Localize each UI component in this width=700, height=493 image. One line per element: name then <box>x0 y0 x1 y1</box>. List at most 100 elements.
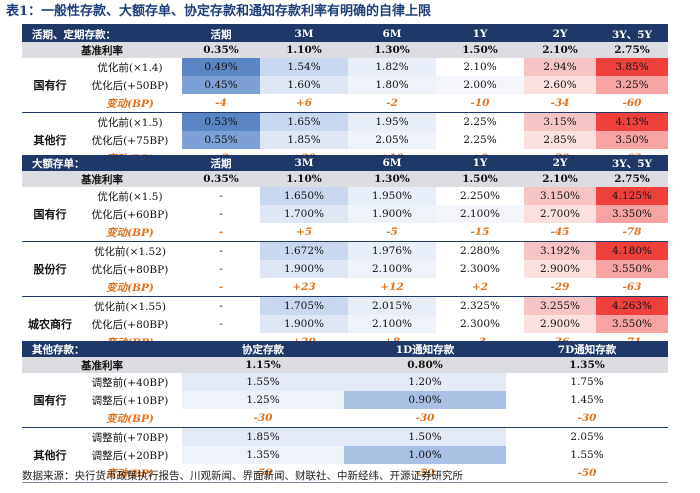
row-label: 优化前(×1.5) <box>97 190 163 203</box>
rate-cell: 1.55% <box>182 373 344 391</box>
column-header: 3M <box>260 155 348 171</box>
rate-cell: 0.45% <box>182 76 260 94</box>
column-header: 活期 <box>182 26 260 42</box>
rate-cell: 1.80% <box>348 76 436 94</box>
rate-cell: -30 <box>253 412 273 424</box>
rate-cell: 3.15% <box>524 112 596 131</box>
rate-cell: 4.125% <box>596 187 668 205</box>
page-title: 表1：一般性存款、大额存单、协定存款和通知存款利率有明确的自律上限 <box>6 4 432 19</box>
rate-cell: +2 <box>471 281 489 293</box>
cd-rate-table: 大额存单： 活期 3M 6M 1Y 2Y 3Y、5Y 基准利率 0.35% 1.10% 1.30% 1… <box>22 155 668 352</box>
base-rate-value: 1.30% <box>348 171 436 187</box>
rate-cell: 3.255% <box>524 296 596 315</box>
rate-cell: 0.53% <box>182 112 260 131</box>
change-row: 变动(BP) -30 -30 -30 <box>22 409 668 428</box>
rate-cell: 1.900% <box>348 205 436 223</box>
rate-cell: 3.50% <box>596 131 668 149</box>
rate-cell: 3.150% <box>524 187 596 205</box>
rate-cell: 2.100% <box>348 260 436 278</box>
base-rate-value: 1.50% <box>436 171 524 187</box>
source-note: 数据来源：央行货币政策执行报告、川观新闻、界面新闻、财联社、中新经纬、开源证券研… <box>22 470 463 482</box>
column-header: 3Y、5Y <box>596 155 668 171</box>
rate-cell: 1.705% <box>260 296 348 315</box>
rate-cell: 1.55% <box>506 446 668 464</box>
rate-cell: 0.90% <box>344 391 506 409</box>
rate-row: 调整后(+10BP) 1.25% 0.90% 1.45% <box>22 391 668 409</box>
deposit-rate-table: 活期、定期存款： 活期 3M 6M 1Y 2Y 3Y、5Y 基准利率 0.35% 1.10% 1.3… <box>22 26 668 168</box>
rate-cell: 2.900% <box>524 315 596 333</box>
rate-cell: 3.550% <box>596 260 668 278</box>
rate-cell: +12 <box>380 281 404 293</box>
rate-row: 城农商行 优化前(×1.55) -1.705% 2.015% 2.325% 3.255% 4… <box>22 296 668 352</box>
column-header: 活期 <box>182 155 260 171</box>
change-row: 变动(BP) - +5 -5 -15 -45 -78 <box>22 223 668 242</box>
base-rate-row: 基准利率 0.35% 1.10% 1.30% 1.50% 2.10% 2.75% <box>22 171 668 187</box>
rate-cell: 2.94% <box>524 58 596 76</box>
rate-cell: 2.700% <box>524 205 596 223</box>
rate-cell: -15 <box>470 226 490 238</box>
bank-label: 股份行 <box>22 241 78 297</box>
rate-row: 国有行 优化前(×1.4) 0.49% 1.54% 1.82% 2.10% 2.94% 3.8… <box>22 58 668 92</box>
base-rate-value: 1.50% <box>436 42 524 58</box>
row-label: 变动(BP) <box>106 281 154 294</box>
base-rate-value: 0.35% <box>182 42 260 58</box>
change-row: 变动(BP) - +23 +12 +2 -29 -63 <box>22 278 668 297</box>
base-rate-row: 基准利率 0.35% 1.10% 1.30% 1.50% 2.10% 2.75% <box>22 42 668 58</box>
base-rate-value: 2.10% <box>524 171 596 187</box>
change-row: 变动(BP) -4 +6 -2 -10 -34 -60 <box>22 94 668 113</box>
base-rate-value: 1.15% <box>182 357 344 373</box>
base-rate-value: 2.75% <box>596 42 668 58</box>
rate-cell: 1.900% <box>260 260 348 278</box>
rate-cell: -45 <box>550 226 570 238</box>
rate-cell: -2 <box>386 97 398 109</box>
rate-cell: -78 <box>622 226 642 238</box>
row-label: 变动(BP) <box>106 467 154 480</box>
rate-cell: 2.05% <box>348 131 436 149</box>
row-label: 优化后(+80BP) <box>91 263 169 276</box>
base-rate-value: 1.30% <box>348 42 436 58</box>
base-rate-value: 1.10% <box>260 42 348 58</box>
row-label: 调整前(+70BP) <box>78 427 182 446</box>
rate-row: 优化后(+50BP) 0.45% 1.60% 1.80% 2.00% 2.60% 3.25% <box>22 76 668 94</box>
rate-cell: 1.60% <box>260 76 348 94</box>
rate-cell: 2.100% <box>436 205 524 223</box>
rate-cell: - <box>182 260 260 278</box>
rate-cell: 3.350% <box>596 205 668 223</box>
rate-cell: 2.015% <box>348 296 436 315</box>
category-header: 大额存单： <box>22 155 182 171</box>
rate-cell: 2.25% <box>436 131 524 149</box>
rate-row: 股份行 优化前(×1.52) -1.672% 1.976% 2.280% 3.192% 4.… <box>22 241 668 297</box>
rate-cell: 4.13% <box>596 112 668 131</box>
rate-cell: 1.950% <box>348 187 436 205</box>
rate-cell: +6 <box>295 97 313 109</box>
rate-cell: 2.300% <box>436 315 524 333</box>
rate-row: 调整后(+20BP) 1.35% 1.00% 1.55% <box>22 446 668 464</box>
row-label: 变动(BP) <box>106 412 154 425</box>
rate-row: 国有行 优化前(×1.5) -1.650% 1.950% 2.250% 3.150% 4.1… <box>22 187 668 221</box>
category-header: 活期、定期存款： <box>22 26 182 42</box>
rate-cell: 3.192% <box>524 241 596 260</box>
bank-label: 国有行 <box>33 79 67 92</box>
column-header: 协定存款 <box>182 341 344 357</box>
row-label: 优化前(×1.4) <box>97 61 163 74</box>
rate-cell: -63 <box>622 281 642 293</box>
rate-cell: 1.50% <box>344 427 506 446</box>
rate-cell: -50 <box>253 467 273 479</box>
other-deposit-table: 其他存款： 协定存款 1D通知存款 7D通知存款 基准利率 1.15% 0.80% 1.35%… <box>22 341 668 483</box>
base-rate-value: 0.80% <box>344 357 506 373</box>
rate-cell: -29 <box>550 281 570 293</box>
rate-cell: 1.95% <box>348 112 436 131</box>
rate-cell: 1.85% <box>260 131 348 149</box>
rate-cell: 1.650% <box>260 187 348 205</box>
rate-cell: 2.280% <box>436 241 524 260</box>
header-row: 其他存款： 协定存款 1D通知存款 7D通知存款 <box>22 341 668 357</box>
rate-cell: - <box>182 315 260 333</box>
rate-cell: 0.49% <box>182 58 260 76</box>
bank-label: 其他行 <box>22 427 78 483</box>
rate-cell: - <box>218 281 224 293</box>
row-label: 变动(BP) <box>106 226 154 239</box>
header-row: 大额存单： 活期 3M 6M 1Y 2Y 3Y、5Y <box>22 155 668 171</box>
rate-cell: -34 <box>550 97 570 109</box>
rate-cell: 1.85% <box>182 427 344 446</box>
rate-cell: 1.82% <box>348 58 436 76</box>
